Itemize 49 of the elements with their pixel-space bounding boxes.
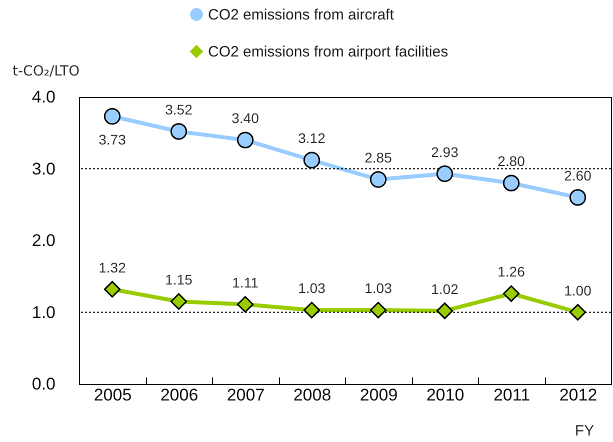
data-label: 1.11	[232, 274, 259, 290]
data-label: 2.60	[564, 167, 592, 184]
data-label: 2.85	[364, 150, 392, 166]
data-label: 3.73	[98, 131, 126, 148]
point	[170, 293, 188, 310]
x-tick-label: 2008	[293, 386, 332, 404]
data-label: 1.26	[498, 264, 526, 280]
point	[303, 152, 320, 168]
point	[569, 189, 586, 206]
x-tick-label: 2012	[559, 386, 598, 404]
y-axis-title: t-CO₂/LTO	[12, 64, 80, 80]
x-tick-label: 2011	[493, 386, 530, 404]
y-tick-label: 1.0	[32, 302, 56, 322]
point	[502, 174, 520, 192]
x-tick-label: 2005	[94, 386, 132, 404]
y-tick-label: 4.0	[32, 88, 56, 106]
data-label: 1.03	[364, 280, 392, 296]
x-tick-label: 2009	[360, 386, 398, 404]
point	[236, 296, 254, 313]
point	[104, 280, 121, 298]
data-label: 3.12	[298, 130, 326, 146]
data-label: 2.80	[498, 153, 526, 170]
point	[370, 171, 387, 188]
point	[236, 132, 254, 148]
y-tick-label: 0.0	[32, 374, 56, 394]
data-label: 1.32	[98, 259, 126, 276]
data-label: 2.93	[431, 144, 459, 160]
point	[436, 165, 454, 182]
y-tick-label: 3.0	[32, 159, 56, 178]
point	[502, 285, 520, 302]
x-tick-label: 2010	[426, 386, 464, 404]
x-tick-label: 2007	[226, 386, 265, 404]
legend-label: CO2 emissions from airport facilities	[208, 44, 448, 60]
point	[170, 123, 188, 140]
data-label: 1.02	[431, 280, 459, 297]
data-label: 3.40	[232, 110, 260, 126]
point	[370, 302, 387, 318]
point	[569, 304, 586, 321]
point	[436, 302, 454, 320]
data-label: 1.00	[564, 282, 592, 298]
y-tick-label: 2.0	[32, 231, 56, 250]
legend-label: CO2 emissions from aircraft	[208, 6, 395, 24]
point	[303, 302, 320, 318]
x-tick-label: 2006	[160, 386, 198, 404]
data-label: 1.03	[298, 280, 326, 296]
data-label: 3.52	[165, 101, 193, 118]
point	[104, 108, 121, 125]
data-label: 1.15	[165, 271, 193, 288]
x-axis-title: FY	[574, 422, 594, 440]
